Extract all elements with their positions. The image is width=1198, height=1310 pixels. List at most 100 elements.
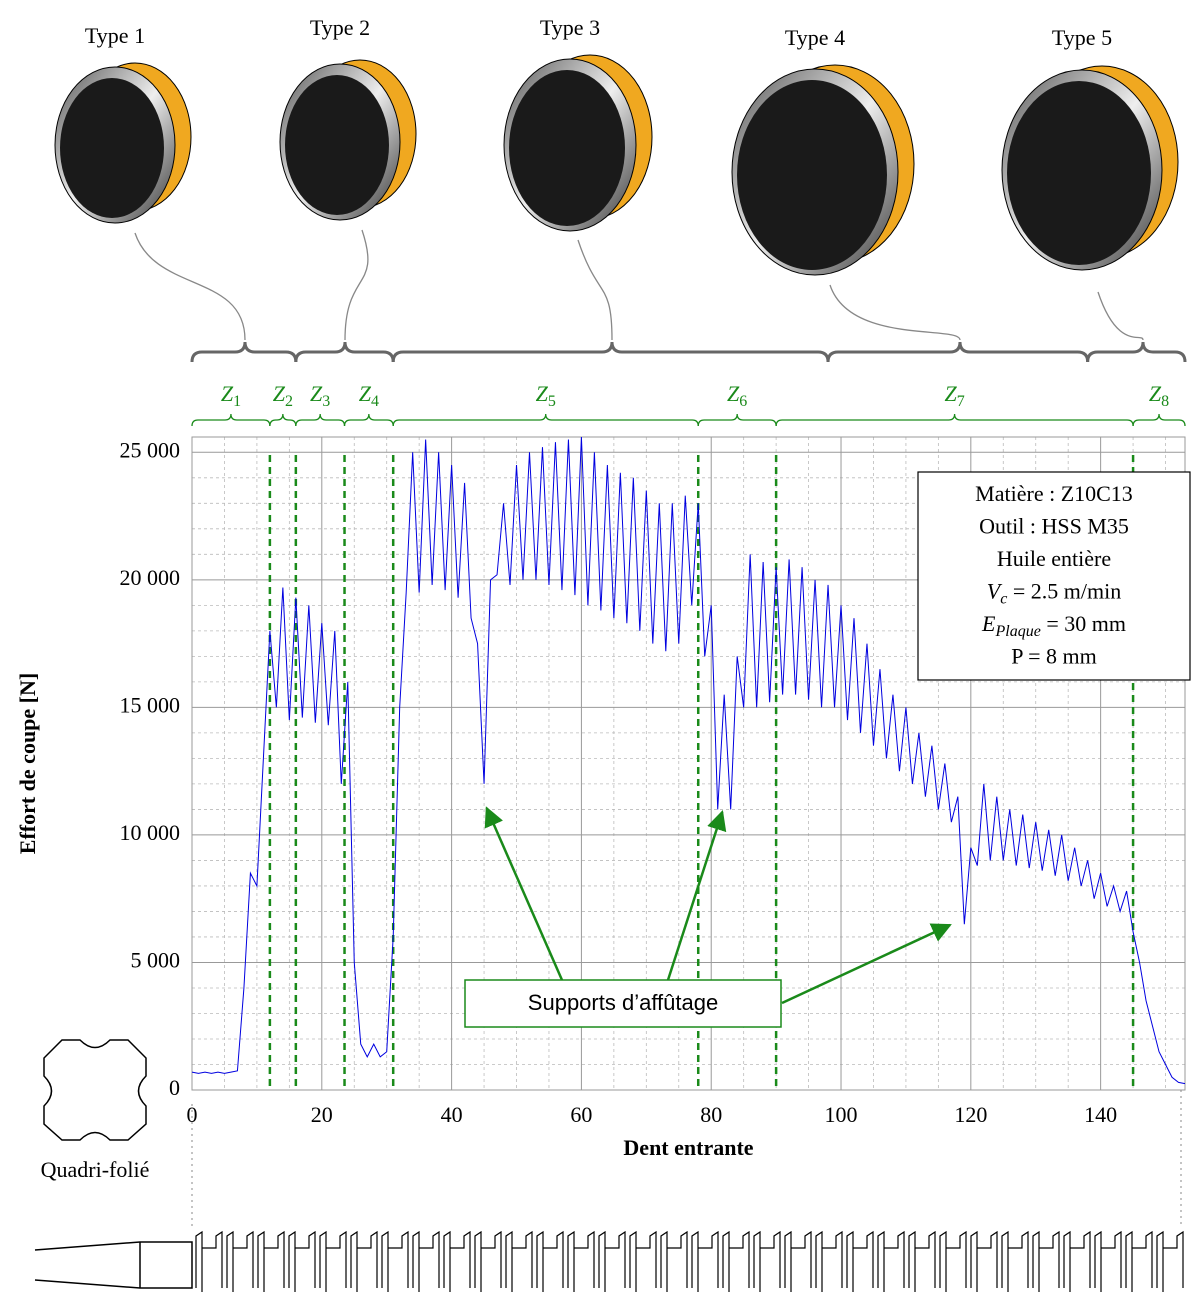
x-axis-label: Dent entrante (623, 1135, 753, 1160)
zone-brace (191, 413, 271, 427)
zone-label: Z2 (273, 381, 293, 410)
zone-letter: Z (944, 381, 957, 406)
y-tick-label: 20 000 (120, 565, 181, 590)
info-box (917, 471, 1191, 681)
type-connector (577, 239, 613, 341)
broach-tooth (536, 1230, 564, 1292)
x-tick-label: 80 (700, 1102, 722, 1127)
broach-tooth (505, 1230, 533, 1292)
info-line: P = 8 mm (1011, 644, 1097, 669)
data-line (191, 436, 1186, 1085)
zone-letter: Z (536, 381, 549, 406)
annotation-arrow (781, 923, 952, 1005)
zone-letter: Z (221, 381, 234, 406)
broach-tooth (319, 1230, 347, 1292)
zone-label: Z7 (944, 381, 964, 410)
info-sub: c (1000, 590, 1007, 607)
zone-brace (775, 413, 1134, 427)
info-text: Huile entière (997, 546, 1111, 571)
plot-frame (191, 436, 1186, 1091)
zone-label: Z1 (221, 381, 241, 410)
zone-brace (343, 413, 394, 427)
info-after: = 30 mm (1041, 611, 1126, 636)
tool-face (737, 80, 887, 270)
broach-tooth (722, 1230, 750, 1292)
annotation-box (464, 979, 782, 1028)
zone-index: 5 (548, 393, 556, 410)
zone-brace (392, 413, 699, 427)
tool-face (285, 75, 389, 215)
y-tick-label: 0 (169, 1075, 180, 1100)
broach-tooth (908, 1230, 936, 1292)
type-label: Type 4 (785, 25, 845, 50)
zone-label: Z8 (1149, 381, 1169, 410)
broach-tooth (257, 1230, 285, 1292)
info-text: E (981, 611, 996, 636)
x-tick-label: 40 (441, 1102, 463, 1127)
broach-tooth (381, 1230, 409, 1292)
zone-brace (1132, 413, 1186, 427)
broach-tooth (753, 1230, 781, 1292)
info-text: P = 8 mm (1011, 644, 1097, 669)
info-text: V (987, 579, 1003, 604)
zone-index: 4 (371, 393, 379, 410)
broach-tooth (1156, 1230, 1184, 1292)
broach-tooth (443, 1230, 471, 1292)
zone-brace (269, 413, 297, 427)
info-text: Outil : HSS M35 (979, 514, 1129, 539)
x-tick-label: 0 (187, 1102, 198, 1127)
broach-tooth (846, 1230, 874, 1292)
broach-tooth (660, 1230, 688, 1292)
annotation-text: Supports d’affûtage (528, 990, 718, 1015)
x-tick-label: 100 (825, 1102, 858, 1127)
annotation-arrow (484, 806, 564, 981)
type-brace (826, 341, 1090, 363)
profile-icon (43, 1039, 147, 1141)
broach-tooth (226, 1230, 254, 1292)
x-tick-label: 140 (1084, 1102, 1117, 1127)
type-connector (344, 229, 369, 341)
broach-tooth (877, 1230, 905, 1292)
tool-face (509, 70, 625, 226)
y-tick-label: 25 000 (120, 437, 181, 462)
broach-tooth (598, 1230, 626, 1292)
annotation-arrow (666, 810, 727, 981)
y-tick-label: 15 000 (120, 692, 181, 717)
y-tick-label: 5 000 (131, 948, 181, 973)
broach-tooth (1094, 1230, 1122, 1292)
zone-letter: Z (727, 381, 740, 406)
info-text: Matière : Z10C13 (975, 481, 1133, 506)
zone-letter: Z (1149, 381, 1162, 406)
x-tick-label: 20 (311, 1102, 333, 1127)
zone-index: 3 (322, 393, 330, 410)
broach-tooth (1125, 1230, 1153, 1292)
broach-tooth (629, 1230, 657, 1292)
zone-letter: Z (359, 381, 372, 406)
info-line: Vc = 2.5 m/min (987, 579, 1121, 608)
zone-label: Z3 (310, 381, 330, 410)
zone-letter: Z (310, 381, 323, 406)
type-label: Type 1 (85, 23, 145, 48)
type-label: Type 5 (1052, 25, 1112, 50)
zone-index: 7 (957, 393, 965, 410)
tool-face (1007, 81, 1151, 265)
x-tick-label: 60 (570, 1102, 592, 1127)
zone-index: 8 (1161, 393, 1169, 410)
profile-label: Quadri-folié (41, 1157, 150, 1182)
type-label: Type 2 (310, 15, 370, 40)
broach-tooth (1063, 1230, 1091, 1292)
zone-label: Z4 (359, 381, 379, 410)
tool-images (54, 54, 1179, 276)
info-sub: Plaque (994, 623, 1040, 640)
type-brace (391, 341, 830, 363)
info-line: Outil : HSS M35 (979, 514, 1129, 539)
broach-tooth (474, 1230, 502, 1292)
broach-tooth (412, 1230, 440, 1292)
type-brace (190, 341, 298, 363)
broach-tooth (815, 1230, 843, 1292)
zone-label: Z6 (727, 381, 747, 410)
type-label: Type 3 (540, 15, 600, 40)
broach-tooth (195, 1230, 223, 1292)
zone-brace (697, 413, 777, 427)
